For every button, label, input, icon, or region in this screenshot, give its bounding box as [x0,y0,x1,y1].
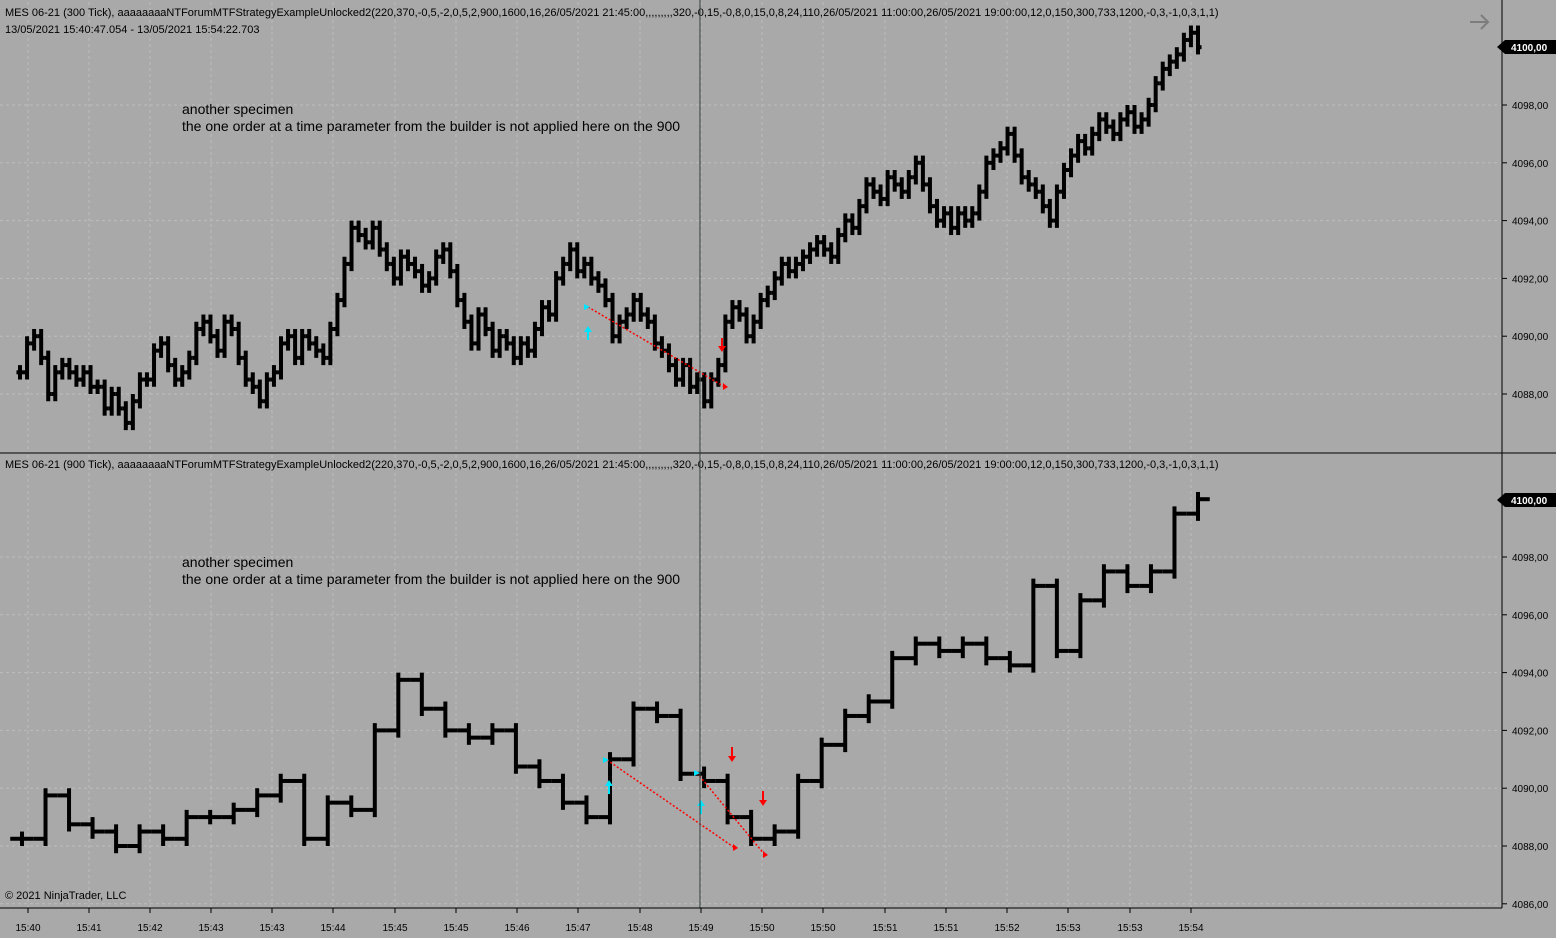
panel-900-price-axis: 4086,00 4088,00 4090,00 4092,00 4094,00 4096,… [1502,553,1549,911]
panel-900-last-price-badge: 4100,00 [1497,493,1556,507]
time-tick-label: 15:45 [382,923,407,934]
time-tick-label: 15:45 [443,923,468,934]
time-tick-label: 15:48 [627,923,652,934]
time-tick-label: 15:41 [76,923,101,934]
panel-900-price-series [10,491,1210,854]
price-tick-label: 4088,00 [1512,390,1549,401]
time-tick-label: 15:53 [1055,923,1080,934]
time-tick-label: 15:54 [1178,923,1203,934]
panel-900-title: MES 06-21 (900 Tick), aaaaaaaaNTForumMTF… [5,459,1219,471]
panel-900-long-arrow-1 [605,780,613,794]
time-tick-label: 15:44 [320,923,345,934]
panel-300-grid [0,2,1502,452]
price-tick-label: 4096,00 [1512,159,1549,170]
panel-900-tick[interactable]: MES 06-21 (900 Tick), aaaaaaaaNTForumMTF… [0,455,1556,911]
time-tick-label: 15:50 [749,923,774,934]
panel-300-title: MES 06-21 (300 Tick), aaaaaaaaNTForumMTF… [5,7,1219,19]
price-tick-label: 4094,00 [1512,669,1549,680]
time-tick-label: 15:51 [933,923,958,934]
time-axis: 15:40 15:41 15:42 15:43 15:43 15:44 15:45 15:45… [15,908,1204,934]
time-tick-label: 15:49 [688,923,713,934]
panel-900-exit-marker-2 [763,851,768,858]
panel-900-entry-marker-1 [603,757,609,763]
panel-900-long-arrow-2 [697,800,705,814]
panel-300-entry-marker [584,304,590,310]
time-tick-label: 15:46 [504,923,529,934]
panel-900-trade-line-2 [696,772,766,856]
price-tick-label: 4086,00 [1512,900,1549,911]
time-tick-label: 15:40 [15,923,40,934]
panel-900-trade-markers [603,747,768,858]
price-tick-label: 4092,00 [1512,274,1549,285]
panel-300-annotation-line-1: another specimen [182,101,293,117]
time-tick-label: 15:43 [198,923,223,934]
price-tick-label: 4092,00 [1512,726,1549,737]
price-tick-label: 4090,00 [1512,784,1549,795]
copyright-text: © 2021 NinjaTrader, LLC [5,890,126,902]
time-tick-label: 15:47 [565,923,590,934]
panel-300-tick[interactable]: MES 06-21 (300 Tick), aaaaaaaaNTForumMTF… [0,2,1556,452]
panel-300-trade-line [587,306,726,388]
price-tick-label: 4088,00 [1512,842,1549,853]
price-tick-label: 4096,00 [1512,611,1549,622]
panel-300-short-arrow [718,338,726,352]
time-tick-label: 15:51 [872,923,897,934]
price-tick-label: 4098,00 [1512,101,1549,112]
panel-300-price-series [16,25,1202,431]
panel-900-annotation-line-2: the one order at a time parameter from t… [182,571,680,587]
panel-300-last-price-badge: 4100,00 [1497,40,1556,54]
price-tick-label: 4098,00 [1512,553,1549,564]
panel-300-annotation-line-2: the one order at a time parameter from t… [182,118,680,134]
panel-300-long-arrow [584,326,592,340]
panel-300-trade-markers [584,304,728,390]
price-tick-label: 4090,00 [1512,332,1549,343]
panel-900-last-price: 4100,00 [1511,496,1548,507]
panel-900-short-arrow-2 [759,791,767,806]
time-tick-label: 15:42 [137,923,162,934]
panel-300-last-price: 4100,00 [1511,43,1548,54]
panel-300-price-axis: 4088,00 4090,00 4092,00 4094,00 4096,00 4098,… [1502,101,1549,401]
time-tick-label: 15:50 [810,923,835,934]
time-tick-label: 15:52 [994,923,1019,934]
panel-300-subtitle: 13/05/2021 15:40:47.054 - 13/05/2021 15:… [5,24,259,36]
time-tick-label: 15:43 [259,923,284,934]
panel-900-short-arrow-1 [728,747,736,762]
panel-300-exit-marker [723,383,728,390]
panel-900-trade-line-1 [606,759,736,849]
panel-900-annotation-line-1: another specimen [182,554,293,570]
time-tick-label: 15:53 [1117,923,1142,934]
panel-900-exit-marker-1 [733,844,738,851]
panel-900-entry-marker-2 [694,770,700,776]
arrow-right-icon[interactable] [1470,14,1490,30]
price-tick-label: 4094,00 [1512,217,1549,228]
